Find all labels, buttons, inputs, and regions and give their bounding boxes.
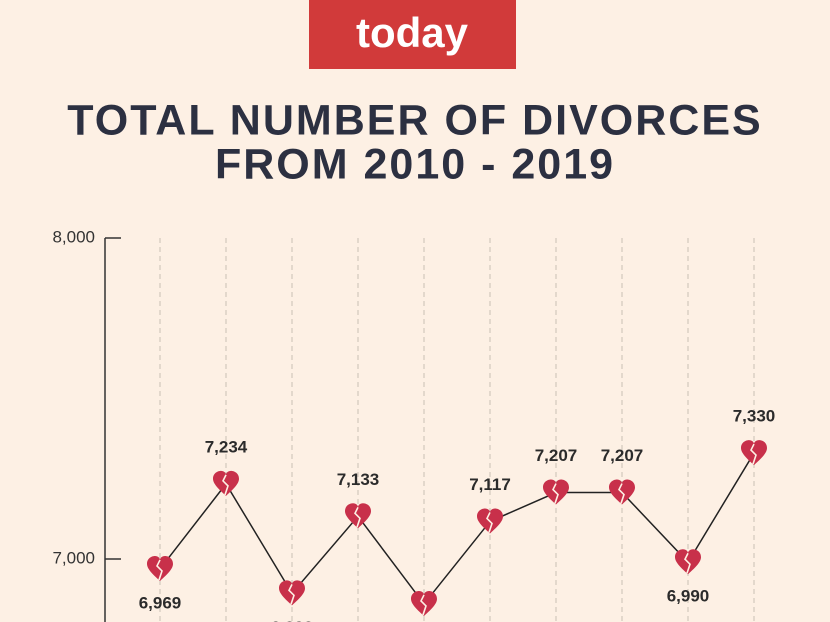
value-label: 7,117 xyxy=(469,475,511,494)
value-label: 6,893 xyxy=(271,618,314,622)
y-tick-label: 8,000 xyxy=(52,227,95,246)
heart-crack xyxy=(222,474,229,496)
logo: today xyxy=(356,9,469,56)
heart-crack xyxy=(288,583,295,605)
value-label: 7,207 xyxy=(535,446,578,465)
line xyxy=(159,452,755,606)
chart-subtitle: FROM 2010 - 2019 xyxy=(215,140,615,188)
value-label: 6,969 xyxy=(139,593,182,612)
logo-box xyxy=(309,0,516,69)
value-label: 7,207 xyxy=(601,446,644,465)
y-tick-label: 7,000 xyxy=(52,548,95,567)
heart-crack xyxy=(156,559,163,581)
value-label: 6,990 xyxy=(667,587,710,606)
chart-title: TOTAL NUMBER OF DIVORCES xyxy=(67,96,762,144)
value-label: 7,133 xyxy=(337,470,380,489)
value-label: 7,330 xyxy=(733,407,776,426)
heart-crack xyxy=(552,483,559,504)
value-label: 7,234 xyxy=(205,437,248,456)
heart-crack xyxy=(684,552,691,574)
heart-crack xyxy=(486,512,493,533)
heart-crack xyxy=(750,443,757,465)
heart-crack xyxy=(420,594,427,616)
heart-crack xyxy=(618,483,625,504)
heart-crack xyxy=(354,506,361,528)
